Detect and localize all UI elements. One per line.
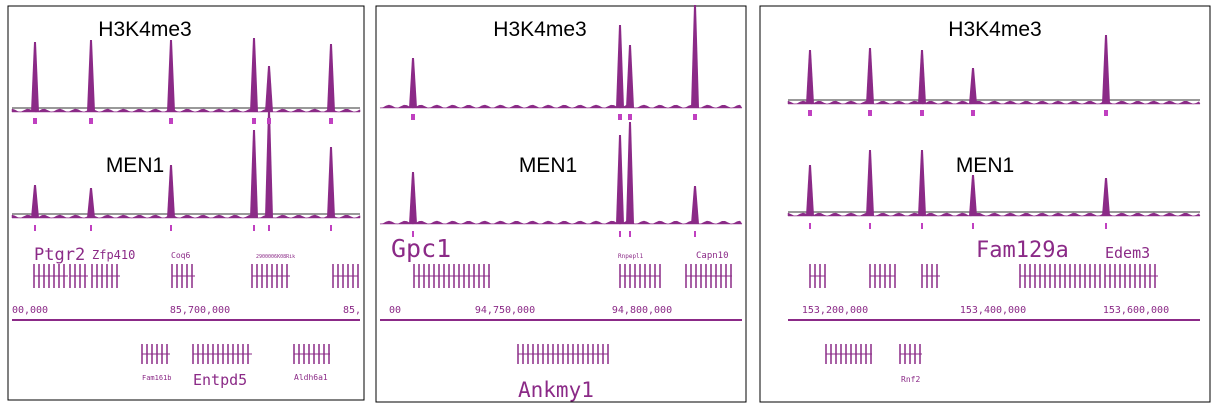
gene-label: Aldh6a1 bbox=[294, 373, 328, 382]
signal-peak bbox=[31, 42, 39, 112]
coord-label: 153,200,000 bbox=[802, 305, 868, 316]
signal-peak bbox=[1102, 178, 1110, 216]
peak-call bbox=[252, 118, 256, 124]
signal-peak bbox=[87, 188, 95, 218]
track-label: H3K4me3 bbox=[98, 18, 191, 41]
gene-label: Edem3 bbox=[1105, 244, 1150, 262]
signal-peak bbox=[265, 110, 273, 218]
peak-call bbox=[809, 223, 811, 229]
peak-call bbox=[90, 225, 92, 231]
gene-label: Ptgr2 bbox=[34, 245, 85, 265]
signal-peak bbox=[87, 40, 95, 112]
gene-label: Entpd5 bbox=[193, 371, 247, 389]
signal-peak bbox=[167, 165, 175, 218]
signal-peak bbox=[866, 150, 874, 216]
track-label: MEN1 bbox=[956, 154, 1014, 177]
peak-call bbox=[808, 110, 812, 116]
gene-label: Fam129a bbox=[976, 238, 1069, 263]
peak-call bbox=[920, 110, 924, 116]
signal-peak bbox=[918, 150, 926, 216]
peak-call bbox=[629, 231, 631, 237]
panel-frame bbox=[7, 5, 365, 401]
peak-call bbox=[411, 114, 415, 120]
peak-call bbox=[170, 225, 172, 231]
signal-peak bbox=[409, 58, 417, 108]
panel-frame bbox=[375, 5, 747, 403]
peak-call bbox=[412, 231, 414, 237]
signal-noise bbox=[11, 214, 361, 219]
peak-call bbox=[89, 118, 93, 124]
track-label: H3K4me3 bbox=[948, 18, 1041, 41]
peak-call bbox=[33, 118, 37, 124]
signal-peak bbox=[969, 175, 977, 216]
peak-call bbox=[169, 118, 173, 124]
coord-label: 153,400,000 bbox=[960, 305, 1026, 316]
track-label: MEN1 bbox=[519, 154, 577, 177]
peak-call bbox=[869, 223, 871, 229]
peak-call bbox=[330, 225, 332, 231]
signal-peak bbox=[626, 45, 634, 108]
gene-label: Ankmy1 bbox=[518, 378, 594, 402]
signal-noise bbox=[787, 100, 1201, 105]
peak-call bbox=[628, 114, 632, 120]
signal-peak bbox=[691, 186, 699, 224]
track-label: H3K4me3 bbox=[493, 18, 586, 41]
gene-label: Fam161b bbox=[142, 374, 172, 382]
signal-peak bbox=[31, 185, 39, 218]
peak-call bbox=[619, 231, 621, 237]
coord-label: 85,700,000 bbox=[170, 305, 230, 316]
signal-peak bbox=[167, 40, 175, 112]
signal-peak bbox=[616, 135, 624, 224]
coord-label: 85, bbox=[343, 305, 361, 316]
signal-peak bbox=[806, 165, 814, 216]
signal-peak bbox=[327, 44, 335, 112]
peak-call bbox=[921, 223, 923, 229]
signal-peak bbox=[616, 25, 624, 108]
signal-noise bbox=[11, 108, 361, 113]
signal-peak bbox=[327, 147, 335, 218]
peak-call bbox=[267, 118, 271, 124]
signal-peak bbox=[866, 48, 874, 104]
coord-label: 00,000 bbox=[12, 305, 48, 316]
signal-peak bbox=[691, 5, 699, 108]
peak-call bbox=[329, 118, 333, 124]
peak-call bbox=[972, 223, 974, 229]
coord-label: 00 bbox=[389, 305, 401, 316]
panel-frame bbox=[759, 5, 1211, 403]
signal-peak bbox=[409, 172, 417, 224]
signal-peak bbox=[806, 50, 814, 104]
peak-call bbox=[618, 114, 622, 120]
signal-peak bbox=[250, 38, 258, 112]
signal-peak bbox=[969, 68, 977, 104]
peak-call bbox=[868, 110, 872, 116]
signal-peak bbox=[1102, 35, 1110, 104]
peak-call bbox=[693, 114, 697, 120]
coord-label: 153,600,000 bbox=[1103, 305, 1169, 316]
signal-peak bbox=[250, 130, 258, 218]
gene-label: Rnf2 bbox=[901, 375, 920, 384]
peak-call bbox=[971, 110, 975, 116]
gene-label: Coq6 bbox=[171, 251, 190, 260]
peak-call bbox=[34, 225, 36, 231]
gene-label: 2900006K08Rik bbox=[256, 254, 295, 260]
gene-label: Gpc1 bbox=[391, 234, 451, 263]
gene-label: Zfp410 bbox=[92, 248, 135, 262]
coord-label: 94,800,000 bbox=[612, 305, 672, 316]
signal-noise bbox=[379, 220, 743, 225]
signal-noise bbox=[787, 212, 1201, 217]
signal-noise bbox=[379, 104, 743, 109]
signal-peak bbox=[265, 66, 273, 112]
peak-call bbox=[694, 231, 696, 237]
coord-label: 94,750,000 bbox=[475, 305, 535, 316]
peak-call bbox=[1105, 223, 1107, 229]
signal-peak bbox=[918, 50, 926, 104]
peak-call bbox=[253, 225, 255, 231]
peak-call bbox=[1104, 110, 1108, 116]
track-label: MEN1 bbox=[106, 154, 164, 177]
gene-label: Capn10 bbox=[696, 251, 729, 261]
peak-call bbox=[268, 225, 270, 231]
signal-peak bbox=[626, 122, 634, 224]
gene-label: Rnpepl1 bbox=[618, 253, 644, 260]
